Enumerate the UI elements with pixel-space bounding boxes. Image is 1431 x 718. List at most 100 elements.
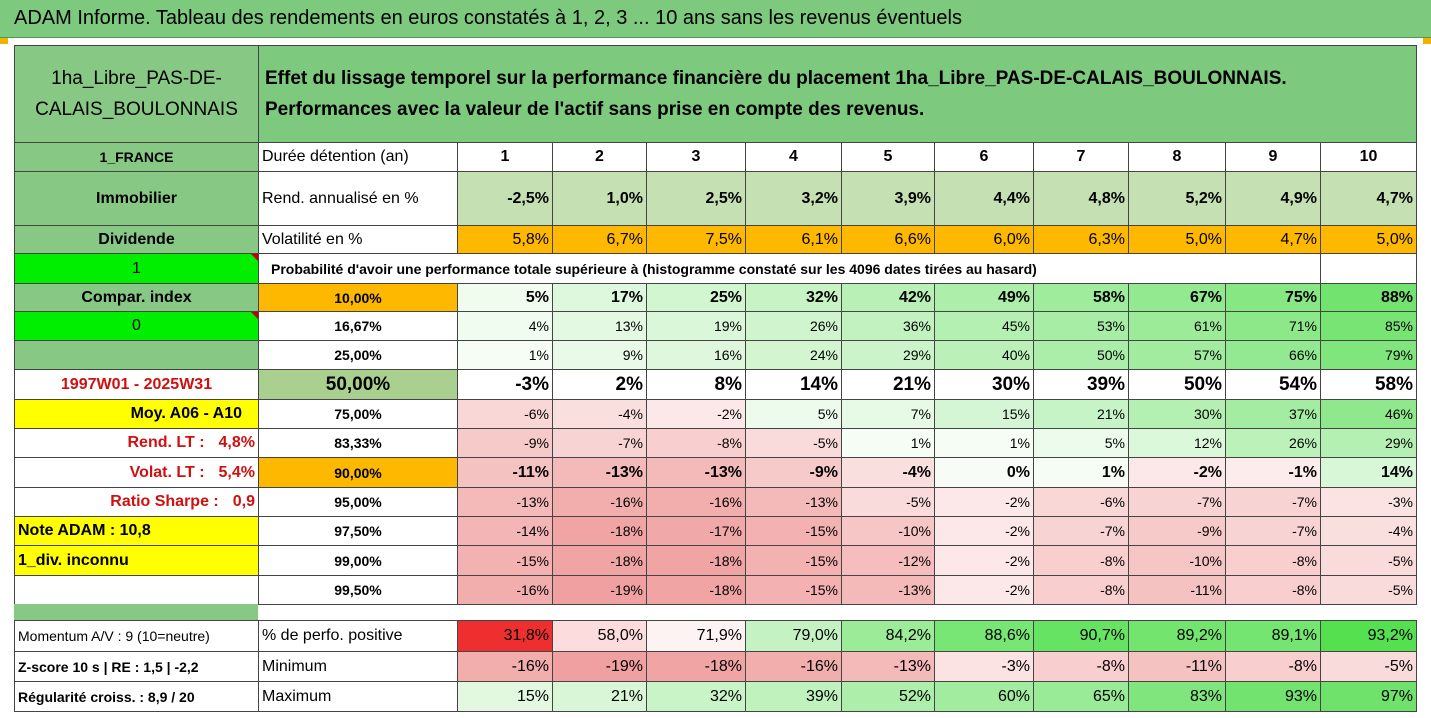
positive-value: 89,1% (1225, 620, 1321, 652)
minimum-value: -19% (552, 651, 647, 682)
probability-value: -7% (552, 428, 647, 458)
maximum-value: 52% (841, 681, 935, 712)
probability-value: 16% (646, 340, 746, 370)
positive-value: 90,7% (1033, 620, 1129, 652)
probability-value: -18% (552, 516, 647, 546)
maximum-value: 21% (552, 681, 647, 712)
year-header: 5 (841, 142, 935, 172)
compar-index-label: Compar. index (14, 283, 259, 312)
probability-level: 16,67% (258, 311, 458, 341)
probability-value: 19% (646, 311, 746, 341)
probability-value: -13% (457, 487, 553, 517)
probability-value: -10% (1128, 545, 1226, 576)
minimum-value: -11% (1128, 651, 1226, 682)
probability-value: 54% (1225, 369, 1321, 400)
left-empty-cell (14, 340, 259, 370)
probability-value: -17% (646, 516, 746, 546)
year-header: 1 (457, 142, 553, 172)
probability-value: 29% (841, 340, 935, 370)
probability-value: 46% (1320, 399, 1417, 429)
probability-value: 26% (745, 311, 842, 341)
rend-value: 3,2% (745, 171, 842, 226)
moy-label: Moy. A06 - A10 (14, 399, 259, 429)
probability-value: -3% (1320, 487, 1417, 517)
ratio-sharpe: Ratio Sharpe : 0,9 (14, 487, 259, 517)
probability-value: 67% (1128, 283, 1226, 312)
maximum-value: 93% (1225, 681, 1321, 712)
maximum-value: 32% (646, 681, 746, 712)
probability-value: -9% (1128, 516, 1226, 546)
rend-value: 1,0% (552, 171, 647, 226)
probability-value: -10% (841, 516, 935, 546)
rend-value: 2,5% (646, 171, 746, 226)
minimum-value: -3% (934, 651, 1034, 682)
probability-value: 58% (1320, 369, 1417, 400)
regularite-label: Régularité croiss. : 8,9 / 20 (14, 681, 259, 712)
year-header: 3 (646, 142, 746, 172)
volat-value: 7,5% (646, 225, 746, 254)
momentum-label: Momentum A/V : 9 (10=neutre) (14, 620, 259, 652)
gap-bar (14, 604, 259, 621)
title-bar: ADAM Informe. Tableau des rendements en … (0, 0, 1431, 38)
rend-lt-value: 4,8% (218, 434, 255, 451)
probability-value: -19% (552, 575, 647, 605)
rend-value: 5,2% (1128, 171, 1226, 226)
probability-level: 83,33% (258, 428, 458, 458)
probability-value: -15% (745, 545, 842, 576)
minimum-value: -16% (745, 651, 842, 682)
probability-value: -2% (934, 516, 1034, 546)
corner-marker-left (0, 38, 8, 44)
probability-value: 30% (934, 369, 1034, 400)
maximum-value: 15% (457, 681, 553, 712)
probability-value: 53% (1033, 311, 1129, 341)
probability-value: 7% (841, 399, 935, 429)
rend-value: 4,4% (934, 171, 1034, 226)
year-header: 4 (745, 142, 842, 172)
maximum-value: 60% (934, 681, 1034, 712)
rend-value: 4,8% (1033, 171, 1129, 226)
probability-value: 30% (1128, 399, 1226, 429)
probability-value: 57% (1128, 340, 1226, 370)
probability-value: -2% (934, 545, 1034, 576)
probability-value: 29% (1320, 428, 1417, 458)
probability-value: -15% (457, 545, 553, 576)
probability-value: -5% (1320, 545, 1417, 576)
rend-value: -2,5% (457, 171, 553, 226)
period-label: 1997W01 - 2025W31 (14, 369, 259, 400)
positive-value: 89,2% (1128, 620, 1226, 652)
probability-value: -15% (745, 516, 842, 546)
probability-value: -4% (1320, 516, 1417, 546)
probability-value: -18% (646, 545, 746, 576)
volat-value: 6,3% (1033, 225, 1129, 254)
probability-value: 26% (1225, 428, 1321, 458)
probability-value: 2% (552, 369, 647, 400)
probability-value: -7% (1225, 487, 1321, 517)
maximum-value: 39% (745, 681, 842, 712)
probability-value: -6% (1033, 487, 1129, 517)
positive-value: 79,0% (745, 620, 842, 652)
probability-value: 49% (934, 283, 1034, 312)
positive-value: 88,6% (934, 620, 1034, 652)
probability-value: -13% (841, 575, 935, 605)
country-label: 1_FRANCE (14, 142, 259, 172)
maximum-value: 97% (1320, 681, 1417, 712)
volat-lt-label: Volat. LT : (129, 463, 205, 481)
probability-value: -7% (1225, 516, 1321, 546)
probability-value: -3% (457, 369, 553, 400)
left-empty-cell-2 (14, 575, 259, 605)
probability-value: -9% (745, 457, 842, 488)
year-header: 7 (1033, 142, 1129, 172)
proba-empty-cell (1320, 253, 1417, 284)
probability-value: 66% (1225, 340, 1321, 370)
positive-value: 71,9% (646, 620, 746, 652)
year-header: 8 (1128, 142, 1226, 172)
maximum-value: 83% (1128, 681, 1226, 712)
volat-value: 6,1% (745, 225, 842, 254)
probability-value: -12% (841, 545, 935, 576)
probability-level: 99,50% (258, 575, 458, 605)
probability-value: 1% (1033, 457, 1129, 488)
maximum-label: Maximum (258, 681, 458, 712)
probability-value: 8% (646, 369, 746, 400)
volat-lt: Volat. LT : 5,4% (14, 457, 259, 488)
probability-value: 45% (934, 311, 1034, 341)
